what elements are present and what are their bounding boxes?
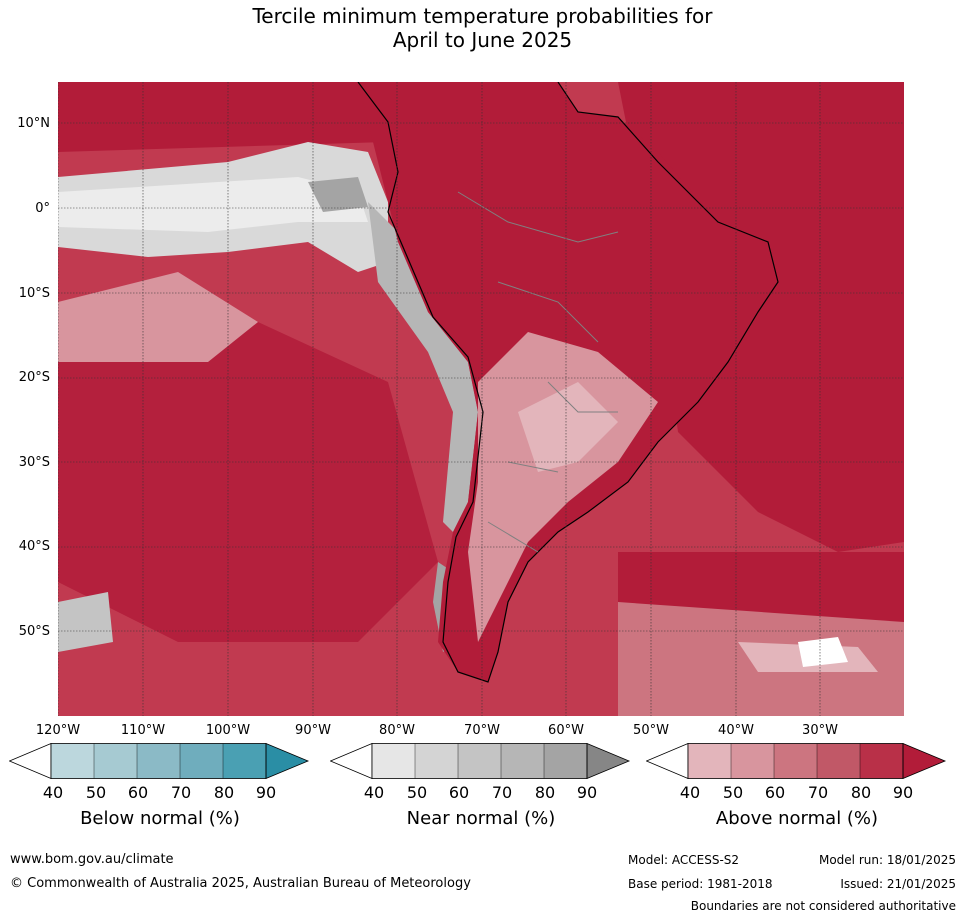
tick: 60: [764, 783, 786, 802]
copyright-text: © Commonwealth of Australia 2025, Austra…: [10, 876, 471, 891]
tick: 50: [85, 783, 107, 802]
tick: 90: [892, 783, 914, 802]
coastal-near-normal-strip: [368, 202, 478, 532]
lon-label-40w: 40°W: [718, 723, 754, 738]
north-pacific-high-prob: [58, 82, 388, 152]
boundaries-disclaimer: Boundaries are not considered authoritat…: [690, 899, 956, 913]
lat-label-10s: 10°S: [18, 286, 50, 301]
website-link[interactable]: www.bom.gov.au/climate: [10, 852, 174, 867]
pacific-pink-patch: [58, 272, 258, 362]
tick: 90: [255, 783, 277, 802]
tick: 70: [170, 783, 192, 802]
tick: 60: [448, 783, 470, 802]
colorbar-under-triangle: [330, 743, 373, 779]
tick: 40: [679, 783, 701, 802]
lon-label-30w: 30°W: [802, 723, 838, 738]
colorbar-over-triangle: [265, 743, 310, 779]
continental-interior-pink: [468, 332, 658, 642]
colorbar-bin: [774, 743, 817, 779]
lat-label-30s: 30°S: [18, 455, 50, 470]
colorbar-over-triangle: [902, 743, 947, 779]
issued-date: Issued: 21/01/2025: [840, 877, 956, 891]
lon-label-50w: 50°W: [633, 723, 669, 738]
interior-pale-patch: [518, 382, 618, 472]
lat-label-20s: 20°S: [18, 370, 50, 385]
colorbar-outline: [50, 743, 267, 779]
colorbar-bin: [731, 743, 774, 779]
tick: 40: [42, 783, 64, 802]
lat-label-40s: 40°S: [18, 539, 50, 554]
tick: 50: [722, 783, 744, 802]
colorbar-bin: [688, 743, 731, 779]
title-line-1: Tercile minimum temperature probabilitie…: [252, 4, 713, 28]
colorbar-bin: [94, 743, 137, 779]
colorbar-label-near: Near normal (%): [406, 808, 556, 829]
lat-label-10n: 10°N: [17, 116, 50, 131]
colorbar-outline: [371, 743, 588, 779]
lon-label-60w: 60°W: [548, 723, 584, 738]
lon-label-100w: 100°W: [205, 723, 251, 738]
lon-label-80w: 80°W: [379, 723, 415, 738]
tick: 50: [406, 783, 428, 802]
title-line-2: April to June 2025: [392, 28, 573, 52]
colorbar-near-normal: [330, 743, 631, 779]
colorbar-bin: [372, 743, 415, 779]
near-normal-dark-patch: [308, 177, 368, 212]
coastline: [357, 82, 779, 683]
colorbar-bin: [544, 743, 587, 779]
probability-map: [58, 82, 904, 716]
colorbar-bin: [860, 743, 903, 779]
lon-label-90w: 90°W: [295, 723, 331, 738]
graticule: [58, 82, 904, 716]
tick: 70: [491, 783, 513, 802]
south-pacific-high-prob: [58, 322, 438, 642]
map-title: Tercile minimum temperature probabilitie…: [0, 4, 965, 52]
tick: 70: [807, 783, 829, 802]
equatorial-near-normal-core: [58, 177, 368, 232]
colorbar-bin: [458, 743, 501, 779]
lat-label-0: 0°: [35, 201, 50, 216]
map-canvas: [58, 82, 904, 716]
model-run: Model run: 18/01/2025: [818, 853, 956, 867]
tick: 90: [576, 783, 598, 802]
colorbar-outline: [687, 743, 904, 779]
lon-label-120w: 120°W: [35, 723, 81, 738]
tick: 80: [850, 783, 872, 802]
colorbar-bin: [415, 743, 458, 779]
model-name: Model: ACCESS-S2: [628, 853, 740, 867]
lon-label-110w: 110°W: [120, 723, 166, 738]
southern-white-patch: [798, 637, 848, 667]
tick: 80: [534, 783, 556, 802]
colorbar-bin: [180, 743, 223, 779]
west-pacific-near-normal: [58, 592, 113, 652]
colorbar-over-triangle: [586, 743, 631, 779]
colorbar-above-normal: [646, 743, 947, 779]
colorbar-bin: [817, 743, 860, 779]
lon-label-70w: 70°W: [464, 723, 500, 738]
colorbar-bin: [501, 743, 544, 779]
colorbar-under-triangle: [646, 743, 689, 779]
tick: 60: [127, 783, 149, 802]
tick: 40: [363, 783, 385, 802]
base-period: Base period: 1981-2018: [628, 877, 773, 891]
colorbar-bin: [137, 743, 180, 779]
tick: 80: [213, 783, 235, 802]
colorbar-label-above: Above normal (%): [715, 808, 879, 829]
colorbar-label-below: Below normal (%): [80, 808, 240, 829]
colorbar-bin: [51, 743, 94, 779]
colorbar-bin: [223, 743, 266, 779]
colorbar-below-normal: [9, 743, 310, 779]
lat-label-50s: 50°S: [18, 624, 50, 639]
country-borders: [457, 191, 619, 553]
colorbar-under-triangle: [9, 743, 52, 779]
